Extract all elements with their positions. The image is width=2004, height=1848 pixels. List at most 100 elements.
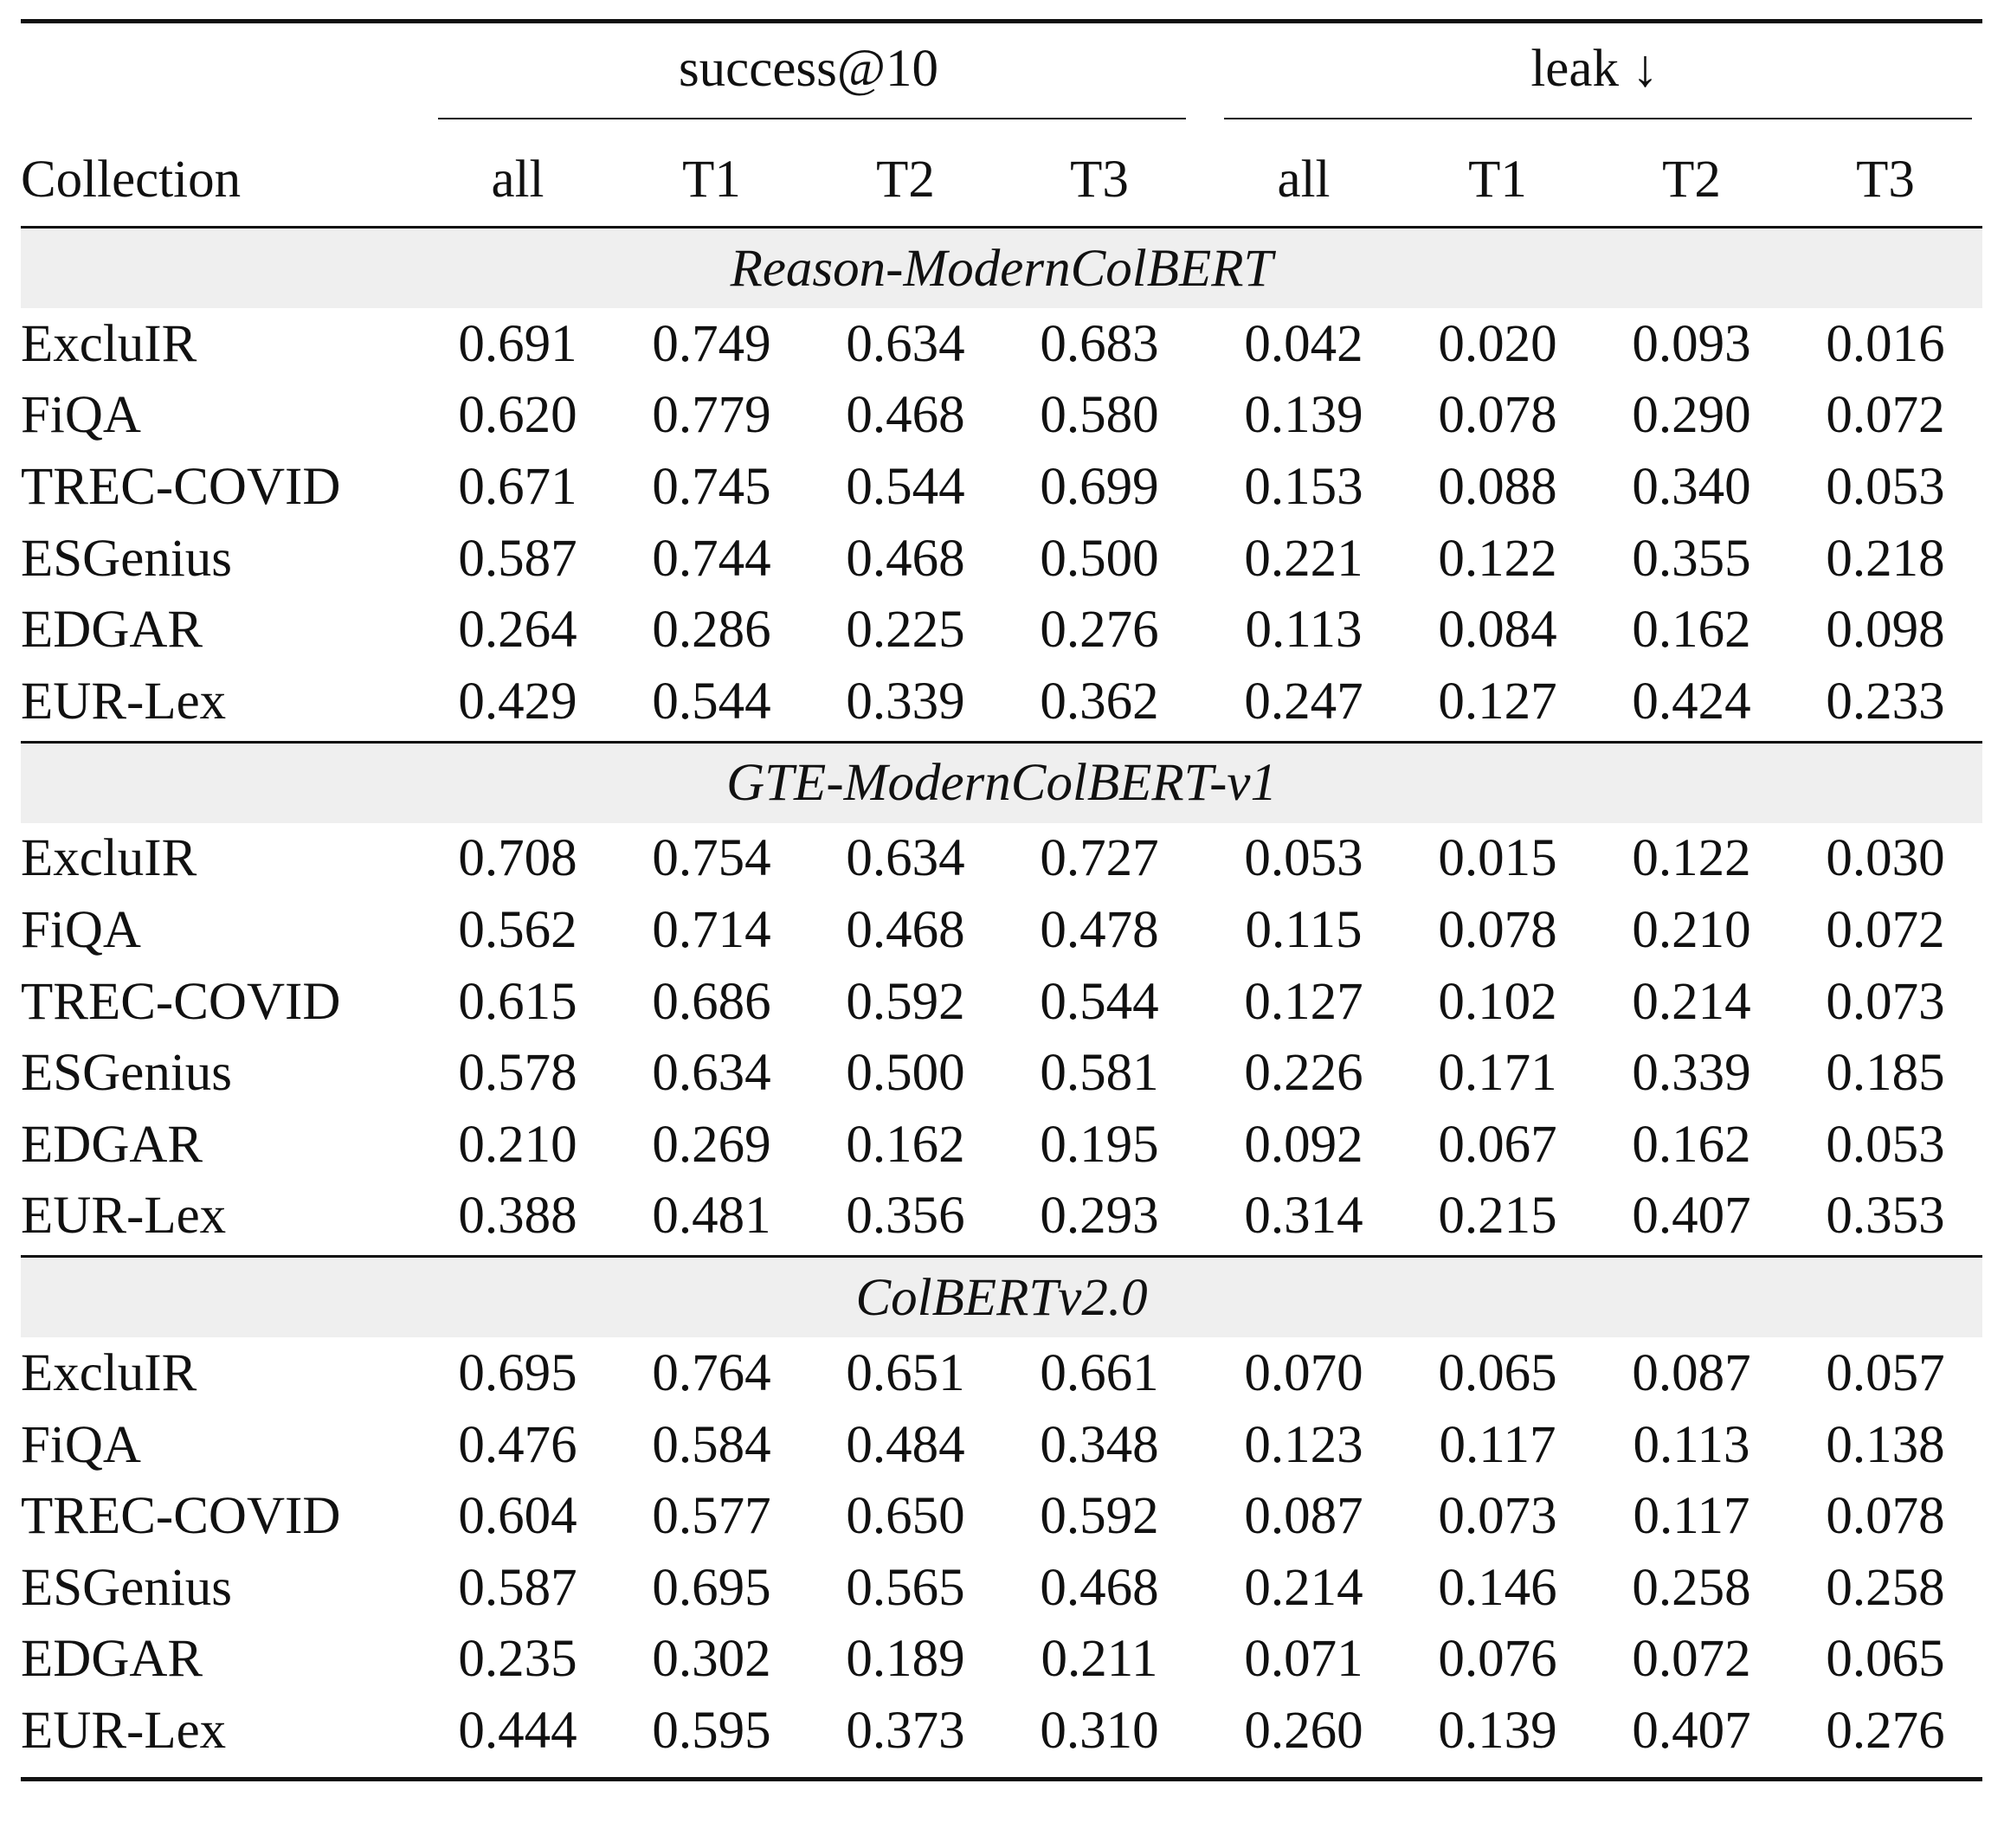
leak-cell: 0.065 xyxy=(1826,1630,1945,1689)
table-row: EDGAR 0.210 0.269 0.162 0.195 0.092 0.067 0.162… xyxy=(21,1109,1982,1181)
table-row: TREC-COVID 0.671 0.745 0.544 0.699 0.153 0.088… xyxy=(21,451,1982,523)
group-header-success: success@10 xyxy=(421,22,1196,133)
table-bottom-rule xyxy=(21,1767,1983,1780)
leak-cell: 0.407 xyxy=(1632,1701,1751,1760)
leak-cell: 0.424 xyxy=(1632,672,1751,731)
leak-cell: 0.221 xyxy=(1244,529,1363,588)
section-header-row: GTE-ModernColBERT-v1 xyxy=(21,742,1983,823)
leak-cell: 0.218 xyxy=(1826,529,1945,588)
leak-cell: 0.102 xyxy=(1438,972,1557,1031)
leak-cell: 0.214 xyxy=(1244,1558,1363,1617)
success-cell: 0.429 xyxy=(458,672,577,731)
row-gap xyxy=(1196,523,1207,595)
success-cell: 0.302 xyxy=(652,1630,771,1689)
table-row: EDGAR 0.264 0.286 0.225 0.276 0.113 0.084 0.162… xyxy=(21,594,1982,666)
success-cell: 0.695 xyxy=(458,1343,577,1402)
table-row: EUR-Lex 0.388 0.481 0.356 0.293 0.314 0.215 0.4… xyxy=(21,1181,1982,1252)
table-row: ESGenius 0.587 0.744 0.468 0.500 0.221 0.122 0.… xyxy=(21,523,1982,595)
leak-cell: 0.260 xyxy=(1244,1701,1363,1760)
success-cell: 0.714 xyxy=(652,900,771,959)
success-cell: 0.708 xyxy=(458,829,577,888)
success-cell: 0.468 xyxy=(846,529,965,588)
section-model-label: Reason-ModernColBERT xyxy=(21,227,1983,308)
success-cell: 0.235 xyxy=(458,1630,577,1689)
success-cell: 0.577 xyxy=(652,1487,771,1546)
leak-cell: 0.016 xyxy=(1826,314,1945,373)
leak-cell: 0.117 xyxy=(1633,1487,1750,1546)
table-row: EDGAR 0.235 0.302 0.189 0.211 0.071 0.076 0.072… xyxy=(21,1624,1982,1696)
success-cell: 0.356 xyxy=(846,1187,965,1246)
collection-name: TREC-COVID xyxy=(21,972,341,1031)
success-cell: 0.754 xyxy=(652,829,771,888)
leak-cell: 0.070 xyxy=(1244,1343,1363,1402)
collection-name: EDGAR xyxy=(21,601,203,660)
table-row: ExcluIR 0.695 0.764 0.651 0.661 0.070 0.065 0.0… xyxy=(21,1337,1982,1409)
success-cell: 0.695 xyxy=(652,1558,771,1617)
table-row: ESGenius 0.587 0.695 0.565 0.468 0.214 0.146 0.… xyxy=(21,1552,1982,1624)
collection-name: EDGAR xyxy=(21,1115,203,1174)
success-cell: 0.604 xyxy=(458,1487,577,1546)
success-cell: 0.544 xyxy=(846,457,965,516)
leak-cell: 0.071 xyxy=(1244,1630,1363,1689)
success-cell: 0.189 xyxy=(846,1630,965,1689)
leak-cell: 0.258 xyxy=(1632,1558,1751,1617)
group-header-leak: leak ↓ xyxy=(1207,22,1982,133)
row-gap xyxy=(1196,594,1207,666)
success-cell: 0.749 xyxy=(652,314,771,373)
success-cell: 0.468 xyxy=(846,900,965,959)
success-cell: 0.587 xyxy=(458,529,577,588)
success-cell: 0.744 xyxy=(652,529,771,588)
row-gap xyxy=(1196,308,1207,380)
table-row: EUR-Lex 0.444 0.595 0.373 0.310 0.260 0.139 0.4… xyxy=(21,1695,1982,1767)
row-gap xyxy=(1196,380,1207,452)
success-cell: 0.562 xyxy=(458,900,577,959)
table-row: ESGenius 0.578 0.634 0.500 0.581 0.226 0.171 0.… xyxy=(21,1037,1982,1109)
leak-cell: 0.162 xyxy=(1632,1115,1751,1174)
collection-name: TREC-COVID xyxy=(21,457,341,516)
leak-cell: 0.093 xyxy=(1632,314,1751,373)
success-cell: 0.276 xyxy=(1040,601,1159,660)
subcol-success-t1: T1 xyxy=(682,150,741,209)
group-underline xyxy=(1224,117,1973,119)
success-cell: 0.650 xyxy=(846,1487,965,1546)
subcol-success-t3: T3 xyxy=(1070,150,1129,209)
table-row: FiQA 0.620 0.779 0.468 0.580 0.139 0.078 0.290 0… xyxy=(21,380,1982,452)
leak-cell: 0.233 xyxy=(1826,672,1945,731)
section-header-row: Reason-ModernColBERT xyxy=(21,227,1983,308)
success-cell: 0.615 xyxy=(458,972,577,1031)
collection-name: ESGenius xyxy=(21,529,232,588)
collection-name: EDGAR xyxy=(21,1630,203,1689)
success-cell: 0.544 xyxy=(652,672,771,731)
subcol-success-t2: T2 xyxy=(876,150,935,209)
leak-cell: 0.087 xyxy=(1632,1343,1751,1402)
collection-name: ESGenius xyxy=(21,1558,232,1617)
success-cell: 0.587 xyxy=(458,1558,577,1617)
row-gap xyxy=(1196,1337,1207,1409)
row-gap xyxy=(1196,1109,1207,1181)
success-cell: 0.592 xyxy=(846,972,965,1031)
leak-cell: 0.407 xyxy=(1632,1187,1751,1246)
success-cell: 0.691 xyxy=(458,314,577,373)
leak-cell: 0.122 xyxy=(1632,829,1751,888)
success-cell: 0.779 xyxy=(652,386,771,445)
group-label-leak: leak ↓ xyxy=(1530,39,1659,98)
row-gap xyxy=(1196,1037,1207,1109)
leak-cell: 0.042 xyxy=(1244,314,1363,373)
leak-cell: 0.087 xyxy=(1244,1487,1363,1546)
row-gap xyxy=(1196,1480,1207,1552)
success-cell: 0.578 xyxy=(458,1044,577,1103)
leak-cell: 0.078 xyxy=(1438,386,1557,445)
success-cell: 0.683 xyxy=(1040,314,1159,373)
leak-cell: 0.113 xyxy=(1633,1415,1750,1474)
subcol-leak-all: all xyxy=(1277,150,1331,209)
collection-name: ExcluIR xyxy=(21,314,197,373)
leak-cell: 0.078 xyxy=(1826,1487,1945,1546)
spacer-cell xyxy=(21,1767,1982,1780)
leak-cell: 0.290 xyxy=(1632,386,1751,445)
subcol-success-all: all xyxy=(491,150,544,209)
row-gap xyxy=(1196,1695,1207,1767)
success-cell: 0.699 xyxy=(1040,457,1159,516)
leak-cell: 0.171 xyxy=(1438,1044,1557,1103)
leak-cell: 0.153 xyxy=(1244,457,1363,516)
leak-cell: 0.073 xyxy=(1826,972,1945,1031)
